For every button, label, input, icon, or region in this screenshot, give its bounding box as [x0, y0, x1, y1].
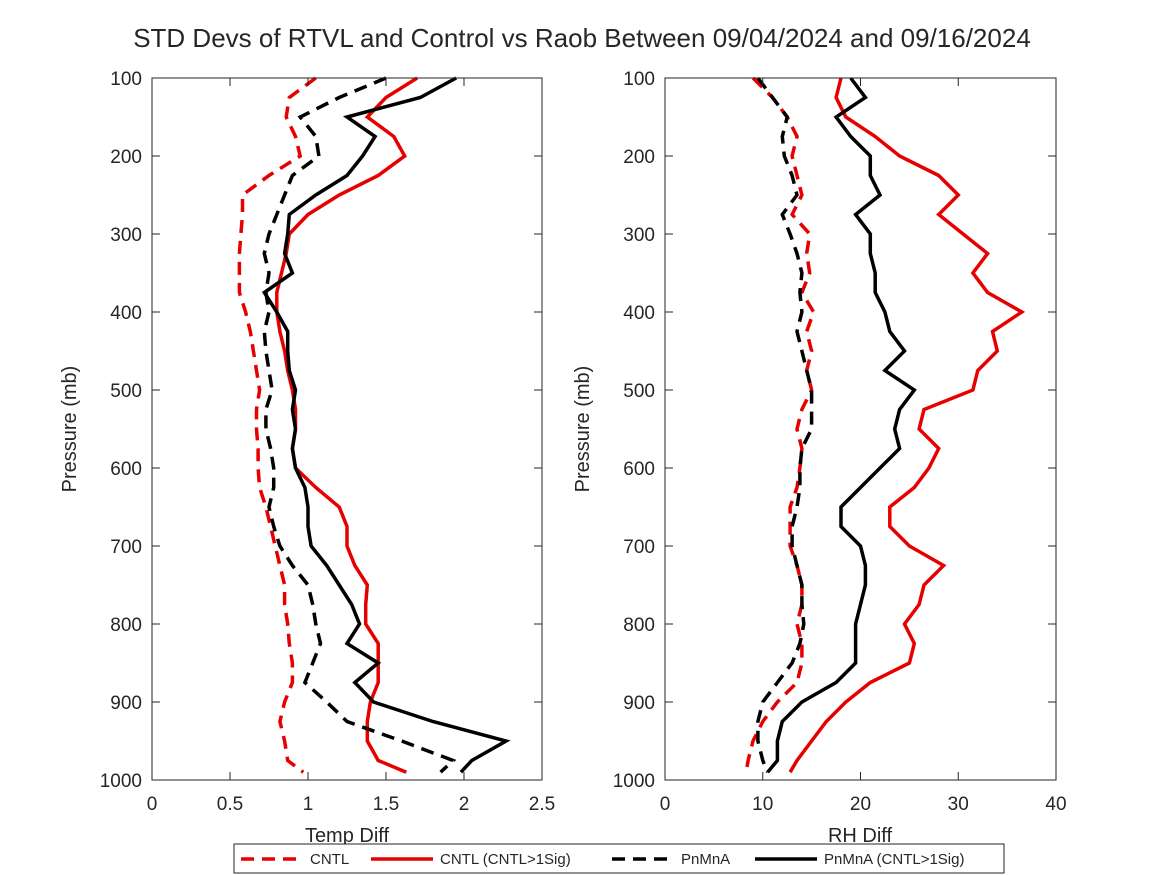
temp-diff-y-tick-label-700: 700: [110, 537, 142, 558]
rh-diff-x-tick-label-40: 40: [1045, 794, 1066, 815]
rh-diff-y-tick-label-700: 700: [623, 537, 655, 558]
rh-diff-axes-frame: [664, 77, 1057, 781]
temp-diff-x-tick-label-0: 0: [147, 794, 158, 815]
rh-diff-y-tick-label-400: 400: [623, 303, 655, 324]
rh-diff-y-axis-label: Pressure (mb): [572, 366, 594, 493]
temp-diff-series-pnmna: [262, 76, 457, 774]
temp-diff-y-tick-label-1000: 1000: [100, 771, 142, 792]
legend-label-pnmna-sig: PnMnA (CNTL>1Sig): [824, 851, 964, 868]
legend-entry-pnmna: PnMnA: [612, 851, 730, 868]
temp-diff-y-tick-label-100: 100: [110, 69, 142, 90]
temp-diff-y-tick-label-500: 500: [110, 381, 142, 402]
legend: CNTL CNTL (CNTL>1Sig) PnMnA PnMnA (CNTL>…: [233, 843, 1005, 874]
temp-diff-x-axis-label: Temp Diff: [305, 825, 390, 847]
temp-diff-series-pnmna-cntl-1sig: [261, 76, 511, 774]
rh-diff-x-axis-label: RH Diff: [828, 825, 893, 847]
rh-diff-y-tick-label-600: 600: [623, 459, 655, 480]
legend-label-pnmna: PnMnA: [681, 851, 730, 868]
temp-diff-y-tick-label-200: 200: [110, 147, 142, 168]
rh-diff-series-pnmna: [756, 76, 814, 773]
temp-diff-x-tick-label-2: 2: [459, 794, 470, 815]
rh-diff-x-tick-label-0: 0: [660, 794, 671, 815]
temp-diff-y-tick-label-800: 800: [110, 615, 142, 636]
legend-label-cntl: CNTL: [310, 851, 349, 868]
temp-diff-y-tick-label-600: 600: [110, 459, 142, 480]
rh-diff-series-pnmna-cntl-1sig: [766, 76, 917, 774]
rh-diff-y-tick-label-800: 800: [623, 615, 655, 636]
rh-diff-x-tick-label-10: 10: [752, 794, 773, 815]
rh-diff-x-tick-label-30: 30: [948, 794, 969, 815]
temp-diff-x-tick-label-0-5: 0.5: [217, 794, 243, 815]
rh-diff-y-tick-label-300: 300: [623, 225, 655, 246]
temp-diff-series-cntl: [237, 76, 317, 774]
temp-diff-x-tick-label-1-5: 1.5: [373, 794, 399, 815]
temp-diff-y-tick-label-400: 400: [110, 303, 142, 324]
rh-diff-x-tick-label-20: 20: [850, 794, 871, 815]
temp-diff-x-tick-label-2-5: 2.5: [529, 794, 555, 815]
rh-diff-series-cntl: [744, 76, 816, 773]
temp-diff-lines: [237, 76, 511, 774]
rh-diff-y-tick-label-900: 900: [623, 693, 655, 714]
legend-entry-pnmna-sig: PnMnA (CNTL>1Sig): [755, 851, 964, 868]
rh-diff-ticks: 0 10 20 30 40 100 200 300 400 500 600 700 800 900 1000: [613, 69, 1067, 815]
rh-diff-lines: [744, 76, 1026, 774]
chart-title: STD Devs of RTVL and Control vs Raob Bet…: [133, 23, 1031, 53]
rh-diff-y-tick-label-200: 200: [623, 147, 655, 168]
temp-diff-x-tick-label-1: 1: [303, 794, 314, 815]
temp-diff-series-cntl-cntl-1sig: [275, 76, 419, 774]
rh-diff-series-cntl-cntl-1sig: [788, 77, 1026, 774]
temp-diff-y-axis-label: Pressure (mb): [59, 366, 81, 493]
rh-diff-y-tick-label-500: 500: [623, 381, 655, 402]
temp-diff-axes-frame: [151, 77, 543, 781]
temp-diff-ticks: 0 0.5 1 1.5 2 2.5 100 200 300 400 500 600 700 800 900 1…: [100, 69, 555, 815]
legend-entry-cntl: CNTL: [241, 851, 349, 868]
rh-diff-y-tick-label-1000: 1000: [613, 771, 655, 792]
rh-diff-y-tick-label-100: 100: [623, 69, 655, 90]
legend-entry-cntl-sig: CNTL (CNTL>1Sig): [371, 851, 571, 868]
temp-diff-panel: 0 0.5 1 1.5 2 2.5 100 200 300 400 500 600 700 800 900 1…: [59, 69, 555, 847]
temp-diff-y-tick-label-300: 300: [110, 225, 142, 246]
temp-diff-y-tick-label-900: 900: [110, 693, 142, 714]
rh-diff-panel: 0 10 20 30 40 100 200 300 400 500 600 700 800 900 1000…: [572, 69, 1067, 847]
legend-label-cntl-sig: CNTL (CNTL>1Sig): [440, 851, 571, 868]
